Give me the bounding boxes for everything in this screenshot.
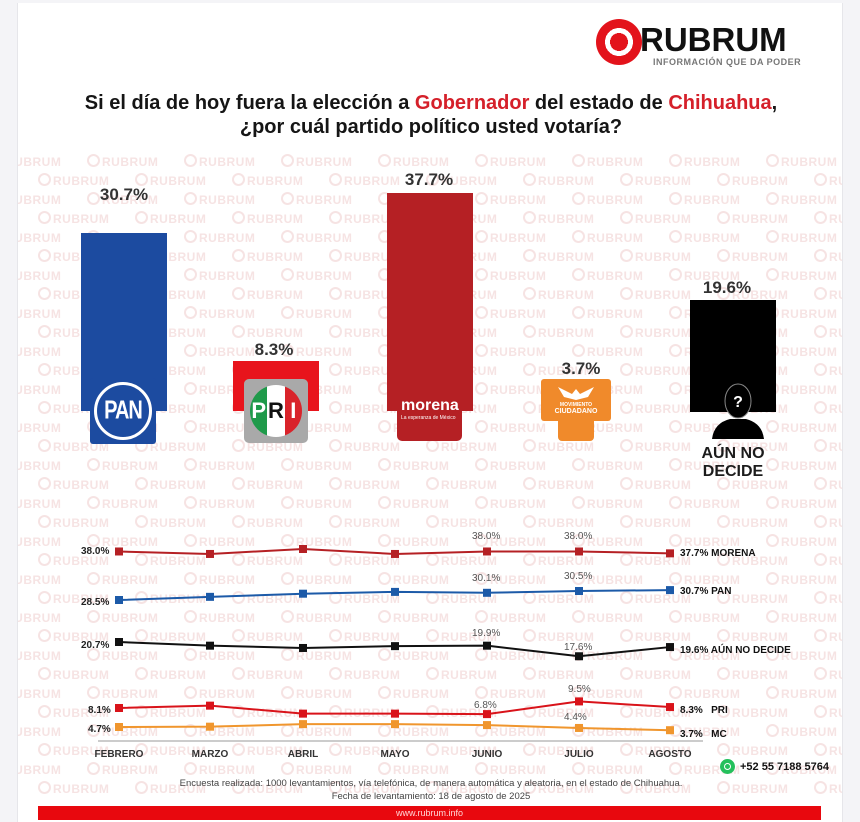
line-chart [98, 545, 703, 742]
eagle-icon [558, 387, 594, 400]
month-label: FEBRERO [94, 749, 144, 760]
month-label: JULIO [564, 749, 594, 760]
data-point-marker [115, 704, 123, 712]
mc-logo-tab [558, 421, 594, 441]
footer-url-bar[interactable]: www.rubrum.info [38, 806, 821, 820]
data-point-marker [666, 549, 674, 558]
end-label-mc: 3.7% MC [680, 729, 727, 740]
end-label-pri: 8.3% PRI [680, 705, 728, 716]
end-label-morena: 37.7% MORENA [680, 548, 756, 559]
point-label-pri-junio: 6.8% [474, 700, 497, 711]
morena-logo-icon: morena La esperanza de México [397, 391, 462, 441]
data-point-marker [299, 709, 307, 718]
data-point-marker [206, 701, 214, 710]
data-point-marker [666, 703, 674, 712]
point-label-pan-julio: 30.5% [564, 571, 593, 582]
data-point-marker [666, 643, 674, 652]
data-point-marker [206, 549, 214, 558]
data-point-marker [299, 545, 307, 553]
data-point-marker [206, 641, 214, 650]
title-highlight-state: Chihuahua [668, 92, 772, 114]
point-label-undecided-junio: 19.9% [472, 628, 501, 639]
end-label-pan: 30.7% PAN [680, 586, 732, 597]
data-point-marker [299, 720, 307, 729]
point-label-mc-julio: 4.4% [564, 712, 587, 723]
data-point-marker [483, 547, 491, 556]
data-point-marker [115, 638, 123, 646]
point-label-morena-junio: 38.0% [472, 531, 501, 542]
undecided-label: AÚN NO DECIDE [701, 445, 765, 480]
data-point-marker [391, 587, 399, 596]
logo-wordmark: RUBRUM [640, 21, 787, 58]
bar-value-mc: 3.7% [561, 359, 601, 378]
data-point-marker [483, 588, 491, 597]
data-point-marker [575, 652, 583, 661]
point-label-pan-junio: 30.1% [472, 573, 501, 584]
month-label: AGOSTO [648, 749, 692, 760]
data-point-marker [206, 722, 214, 731]
logo-tagline: INFORMACIÓN QUE DA PODER [653, 57, 802, 67]
bar-value-undecided: 19.6% [702, 278, 752, 297]
bar-value-pri: 8.3% [254, 340, 294, 359]
rubrum-logo: RUBRUM INFORMACIÓN QUE DA PODER [596, 17, 836, 73]
data-point-marker [575, 547, 583, 556]
month-label: MAYO [380, 749, 410, 760]
start-label-mc: 4.7% [88, 724, 111, 735]
title-highlight-office: Gobernador [414, 92, 530, 114]
survey-date: Fecha de levantamiento: 18 de agosto de … [331, 791, 531, 802]
whatsapp-icon [720, 759, 735, 774]
chart-title: Si el día de hoy fuera la elección a Gob… [84, 92, 778, 138]
data-point-marker [299, 643, 307, 652]
end-label-undecided: 19.6% AÚN NO DECIDE [680, 645, 791, 656]
bar-value-morena: 37.7% [404, 170, 454, 189]
data-point-marker [391, 642, 399, 651]
point-label-undecided-julio: 17.6% [564, 642, 593, 653]
data-point-marker [115, 547, 123, 556]
month-label: ABRIL [287, 749, 319, 760]
infographic-card: RUBRUMRUBRUMRUBRUMRUBRUMRUBRUMRUBRUMRUBR… [17, 3, 843, 822]
data-point-marker [299, 589, 307, 598]
data-point-marker [115, 723, 123, 731]
data-point-marker [666, 726, 674, 735]
bar-value-pan: 30.7% [99, 185, 149, 204]
mc-logo-icon: MOVIMIENTO CIUDADANO [541, 379, 611, 421]
data-point-marker [391, 720, 399, 729]
footer-url[interactable]: www.rubrum.info [395, 808, 464, 818]
data-point-marker [483, 710, 491, 719]
data-point-marker [115, 596, 123, 604]
data-point-marker [206, 592, 214, 601]
data-point-marker [391, 549, 399, 558]
data-point-marker [575, 723, 583, 732]
methodology-note: Encuesta realizada: 1000 levantamientos,… [179, 778, 683, 789]
start-label-undecided: 20.7% [81, 640, 110, 651]
start-label-morena: 38.0% [81, 546, 110, 557]
data-point-marker [483, 721, 491, 730]
svg-text:?: ? [733, 394, 743, 411]
data-point-marker [575, 697, 583, 706]
data-point-marker [666, 586, 674, 595]
month-label: JUNIO [471, 749, 503, 760]
data-point-marker [483, 641, 491, 650]
month-label: MARZO [191, 749, 229, 760]
target-icon [596, 19, 642, 65]
start-label-pan: 28.5% [81, 597, 110, 608]
question-silhouette-icon: ? [712, 383, 764, 439]
contact-phone[interactable]: +52 55 7188 5764 [720, 759, 829, 774]
point-label-pri-julio: 9.5% [568, 684, 591, 695]
pri-logo-icon: P R I [244, 379, 308, 443]
start-label-pri: 8.1% [88, 705, 111, 716]
bar-morena [387, 193, 473, 411]
data-point-marker [575, 587, 583, 595]
pan-logo-icon: PAN [90, 378, 156, 444]
point-label-morena-julio: 38.0% [564, 531, 593, 542]
data-point-marker [391, 709, 399, 718]
